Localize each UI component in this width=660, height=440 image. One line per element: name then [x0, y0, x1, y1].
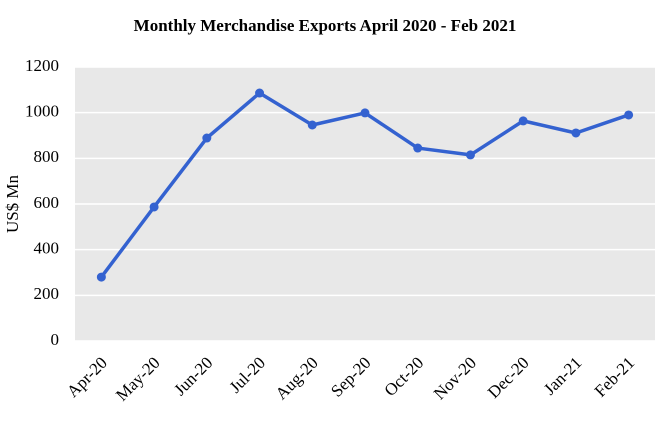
- chart-title: Monthly Merchandise Exports April 2020 -…: [134, 16, 517, 35]
- y-tick-label: 1000: [25, 102, 59, 121]
- point: [571, 128, 581, 138]
- x-tick-label: Jan-21: [540, 353, 585, 398]
- y-axis-label: US$ Mn: [3, 174, 22, 233]
- point: [413, 143, 423, 153]
- y-tick-label: 1200: [25, 56, 59, 75]
- x-tick-label: Aug-20: [272, 353, 322, 403]
- y-tick-label: 600: [34, 193, 60, 212]
- x-tick-label: Jul-20: [226, 353, 269, 396]
- x-tick-label: Feb-21: [591, 353, 638, 400]
- point: [202, 133, 212, 143]
- x-tick-label: Oct-20: [380, 353, 427, 400]
- x-tick-label: Nov-20: [430, 353, 480, 403]
- y-tick-label: 200: [34, 284, 60, 303]
- y-tick-label: 800: [34, 147, 60, 166]
- point: [255, 88, 265, 98]
- point: [149, 202, 159, 212]
- point: [465, 150, 475, 160]
- point: [360, 108, 370, 118]
- x-tick-label: Sep-20: [327, 353, 374, 400]
- y-tick-label: 0: [51, 330, 60, 349]
- x-tick-label: May-20: [112, 353, 163, 404]
- point: [96, 272, 106, 282]
- x-tick-label: Apr-20: [63, 353, 111, 401]
- point: [518, 116, 528, 126]
- x-tick-label: Dec-20: [484, 353, 533, 402]
- y-tick-label: 400: [34, 239, 60, 258]
- x-tick-label: Jun-20: [170, 353, 216, 399]
- point: [307, 120, 317, 130]
- point: [624, 110, 634, 120]
